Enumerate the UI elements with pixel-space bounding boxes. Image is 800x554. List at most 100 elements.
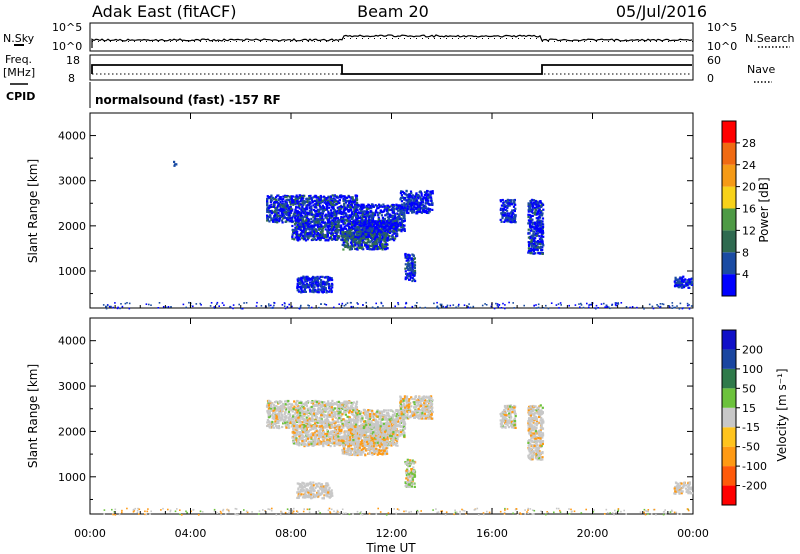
power-ground-scatter-point [463, 304, 466, 306]
power-echo-point [502, 208, 505, 211]
velocity-echo-point [317, 406, 320, 409]
velocity-echo-point [345, 420, 348, 423]
power-echo-point [410, 257, 413, 260]
velocity-echo-point [330, 423, 333, 426]
power-echo-point [335, 210, 338, 213]
power-echo-point [314, 277, 318, 280]
power-echo-point [342, 210, 346, 213]
power-echo-point [335, 233, 338, 236]
power-echo-point [287, 207, 290, 210]
power-echo-point [328, 287, 331, 290]
power-echo-point [303, 232, 306, 235]
power-echo-point [380, 214, 383, 217]
velocity-echo-point [318, 417, 321, 420]
power-echo-point [279, 207, 282, 210]
power-echo-point [306, 279, 309, 282]
power-echo-point [273, 200, 276, 204]
power-echo-point [308, 196, 311, 199]
power-echo-point [381, 244, 384, 248]
power-echo-point [344, 237, 347, 240]
velocity-echo-point [298, 401, 301, 404]
power-echo-point [533, 221, 537, 224]
power-echo-point [173, 164, 176, 167]
power-echo-point [388, 209, 391, 212]
power-echo-point [537, 217, 540, 220]
power-echo-point [330, 204, 333, 207]
velocity-echo-point [336, 401, 339, 404]
velocity-echo-point [292, 420, 295, 424]
power-echo-point [377, 223, 380, 226]
power-echo-point [341, 238, 344, 241]
velocity-echo-point [333, 407, 336, 410]
nsearch-trace-point [140, 41, 141, 42]
power-echo-point [342, 241, 345, 244]
power-echo-point [304, 200, 307, 203]
nsearch-trace-point [596, 41, 597, 42]
power-echo-point [330, 216, 333, 219]
power-echo-point [349, 245, 352, 248]
nsearch-trace-point [254, 41, 255, 42]
power-echo-point [534, 228, 537, 231]
velocity-echo-point [315, 423, 318, 426]
power-echo-point [354, 221, 357, 224]
power-echo-point [371, 224, 374, 228]
power-echo-point [285, 194, 289, 198]
power-ground-scatter-point [605, 304, 608, 307]
power-echo-point [419, 210, 422, 214]
power-echo-point [361, 237, 365, 240]
power-echo-point [356, 215, 360, 218]
power-echo-point [334, 234, 337, 238]
power-ground-scatter-point [397, 302, 399, 304]
power-echo-point [288, 213, 291, 216]
power-echo-point [269, 205, 272, 209]
power-echo-point [513, 220, 516, 223]
power-echo-point [320, 285, 323, 288]
power-echo-point [377, 203, 381, 206]
velocity-echo-point [272, 404, 276, 407]
power-echo-point [379, 241, 382, 245]
power-echo-point [361, 228, 364, 231]
power-echo-point [345, 244, 348, 247]
power-echo-point [312, 196, 315, 199]
power-echo-point [394, 228, 397, 231]
nsearch-trace-point [368, 38, 369, 39]
nsearch-trace-point [542, 41, 543, 42]
power-echo-point [331, 286, 334, 289]
power-echo-point [539, 228, 542, 231]
power-echo-point [356, 211, 359, 215]
power-echo-point [318, 204, 321, 207]
power-ground-scatter-point [446, 305, 448, 308]
power-echo-point [380, 243, 384, 246]
power-echo-point [311, 229, 314, 232]
power-echo-point [530, 247, 533, 250]
power-echo-point [327, 196, 330, 199]
power-echo-point [361, 213, 364, 216]
power-echo-point [407, 258, 410, 261]
power-echo-point [331, 224, 334, 227]
power-echo-point [274, 218, 277, 221]
power-echo-point [426, 190, 429, 193]
power-echo-point [294, 216, 297, 219]
velocity-echo-point [343, 410, 346, 413]
power-echo-point [307, 236, 310, 240]
power-echo-point [360, 243, 363, 246]
power-echo-point [540, 204, 543, 207]
power-echo-point [330, 209, 333, 212]
power-echo-point [284, 212, 287, 215]
power-echo-point [410, 195, 413, 198]
power-echo-point [325, 223, 328, 226]
power-echo-point [365, 208, 368, 212]
nsky-trace-line [91, 34, 693, 48]
power-ground-scatter-point [240, 307, 242, 310]
power-echo-point [533, 227, 536, 230]
power-echo-point [374, 211, 377, 214]
power-echo-point [386, 204, 390, 207]
power-echo-point [534, 227, 537, 230]
power-ground-scatter-point [604, 306, 606, 308]
power-echo-point [379, 247, 382, 250]
velocity-echo-point [290, 425, 293, 428]
velocity-echo-point [317, 400, 320, 403]
colorbar-tick-label: 20 [742, 181, 756, 194]
power-echo-point [319, 215, 322, 219]
power-ground-scatter-point [167, 306, 170, 308]
